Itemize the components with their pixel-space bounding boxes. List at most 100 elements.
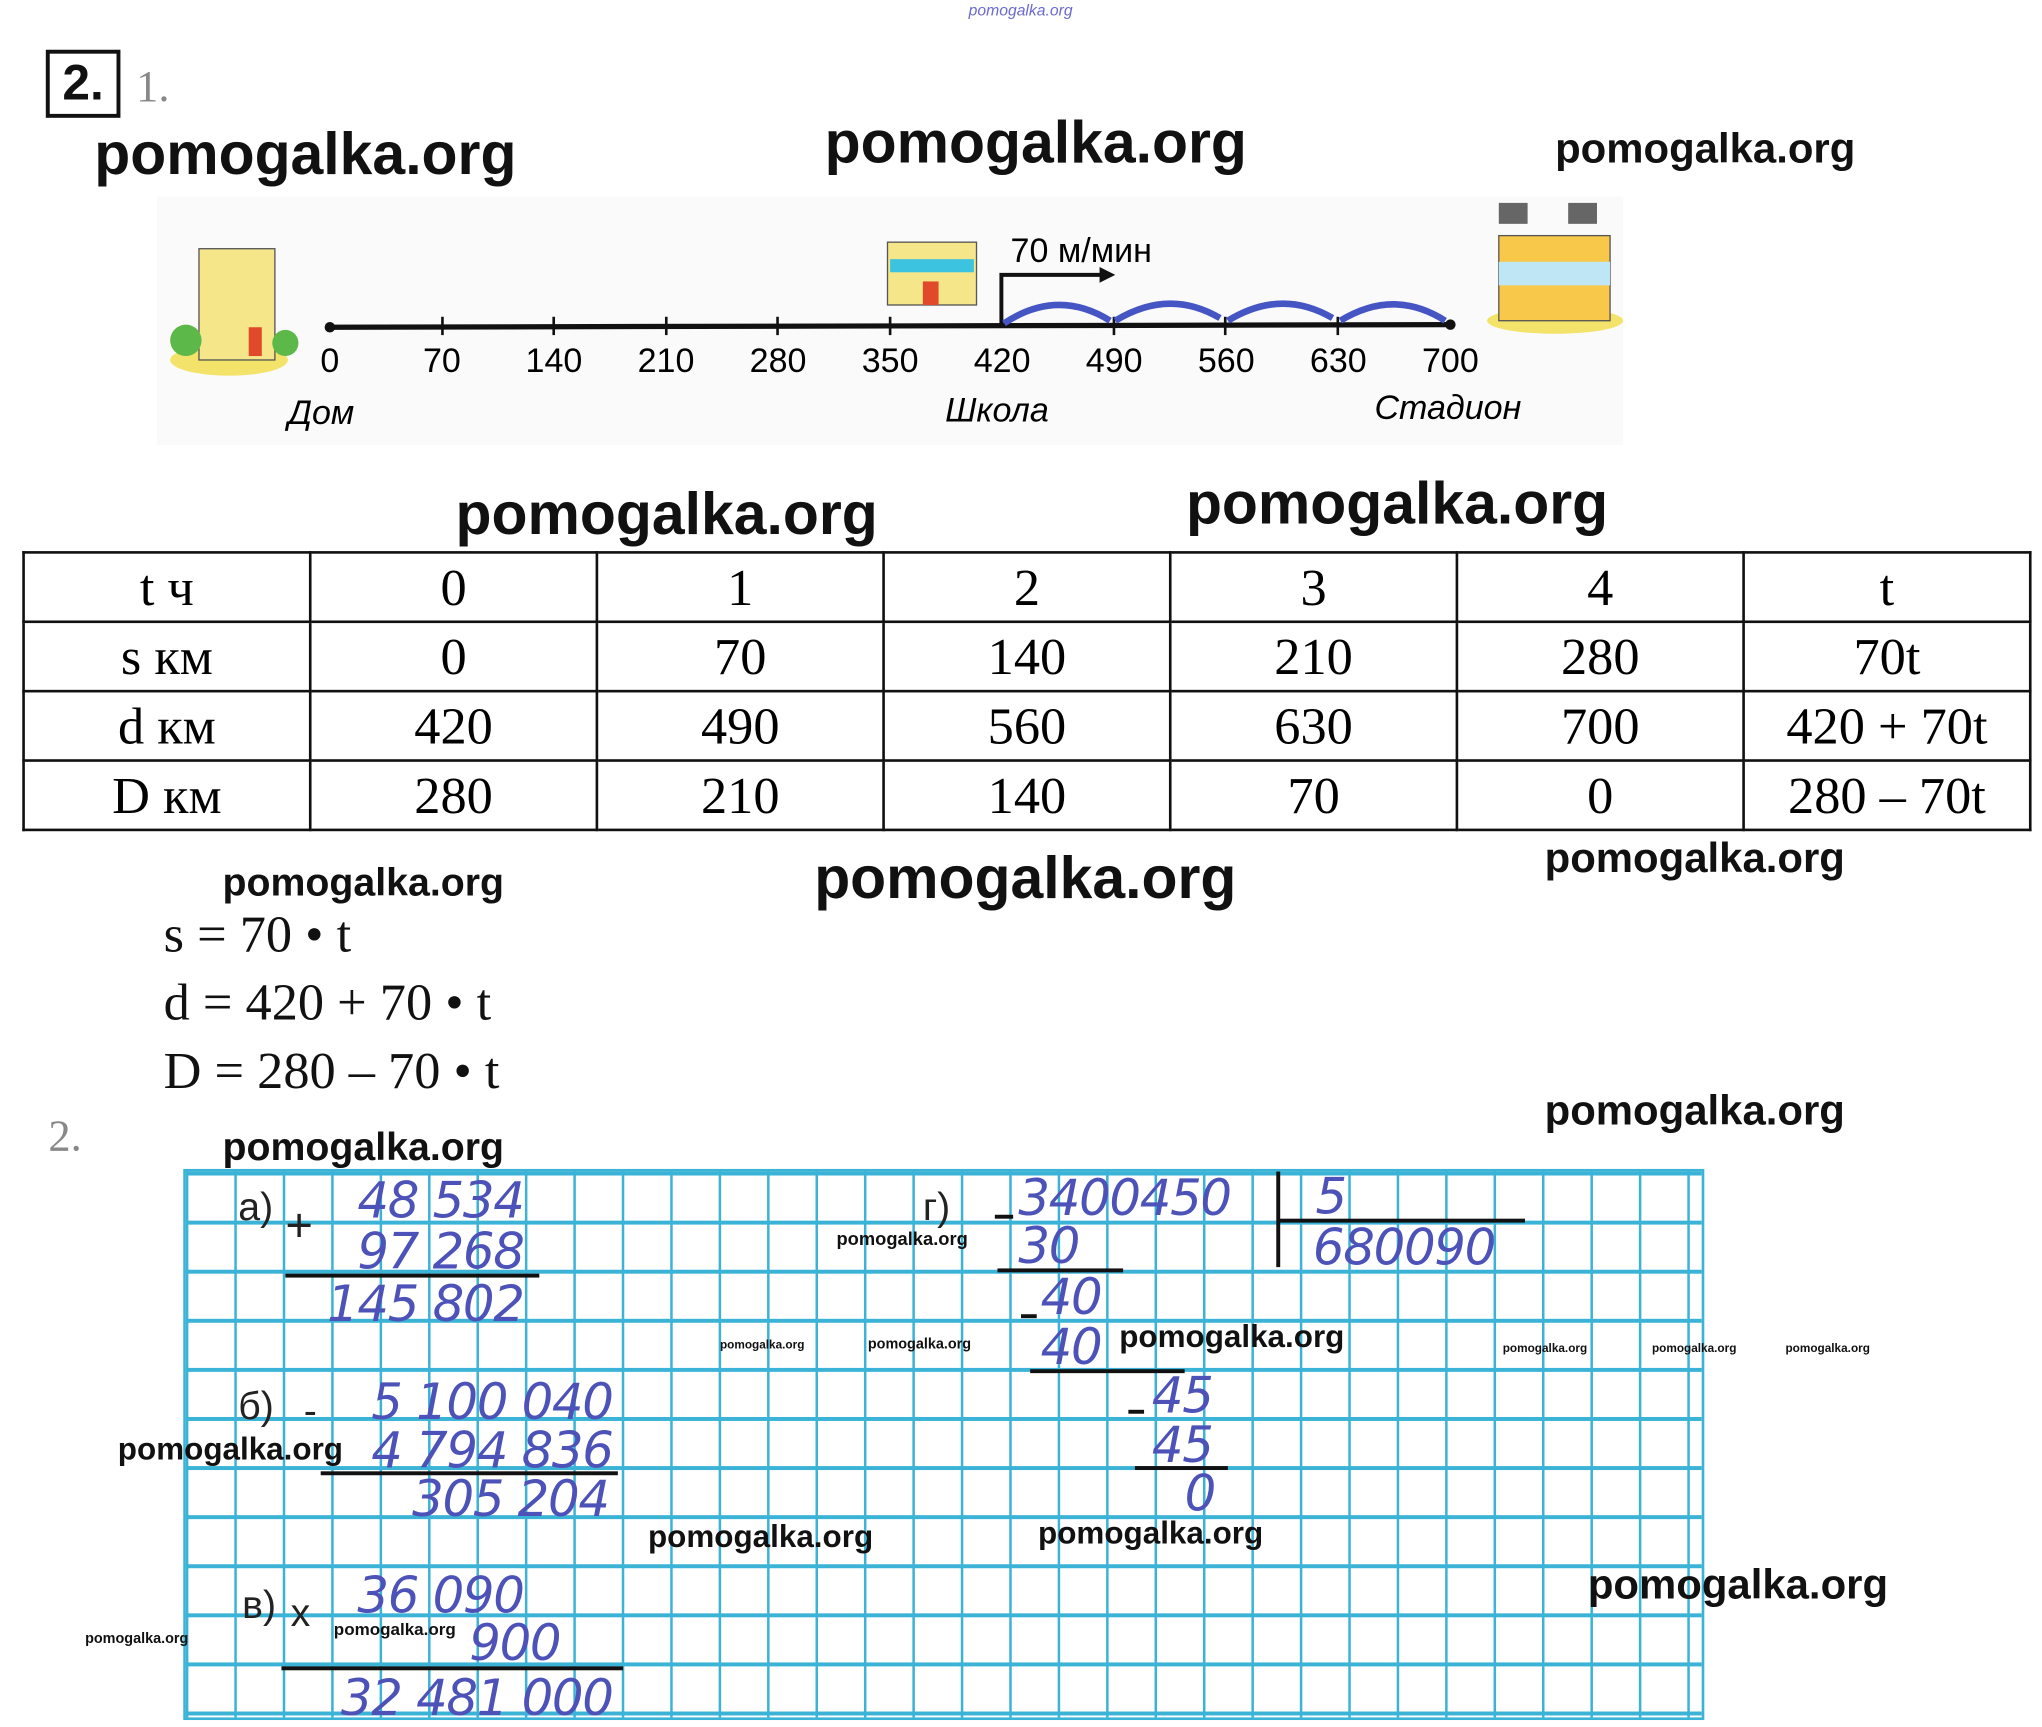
house-icon — [170, 248, 299, 376]
sum: 145 802 — [327, 1274, 525, 1333]
product-rule — [281, 1666, 624, 1671]
table-cell: 0 — [308, 620, 599, 693]
table-cell: 2 — [882, 551, 1172, 624]
table-cell: 420 + 70t — [1742, 689, 2032, 762]
row-header: s км — [22, 620, 312, 693]
dividend: 3400450 — [1018, 1168, 1232, 1227]
watermark: pomogalka.org — [1587, 1560, 1889, 1608]
table-cell: 280 — [1455, 620, 1745, 693]
speed-label: 70 м/мин — [1010, 230, 1152, 270]
step: 30 — [1018, 1217, 1080, 1275]
table-cell: 210 — [1168, 620, 1459, 693]
minus-sign — [1021, 1314, 1037, 1319]
formula-d: d = 420 + 70 • t — [163, 972, 492, 1032]
tick-label: 560 — [1197, 340, 1255, 380]
watermark: pomogalka.org — [968, 1, 1073, 20]
table-cell: 490 — [595, 689, 885, 762]
times-sign: x — [290, 1591, 311, 1635]
watermark: pomogalka.org — [1185, 469, 1609, 537]
step-rule — [1030, 1369, 1185, 1374]
watermark: pomogalka.org — [222, 861, 505, 905]
watermark: pomogalka.org — [455, 480, 878, 548]
table-cell: 630 — [1168, 689, 1459, 762]
watermark: pomogalka.org — [333, 1619, 456, 1639]
watermark: pomogalka.org — [647, 1519, 874, 1556]
tick-label: 630 — [1309, 340, 1367, 380]
table-cell: 140 — [882, 759, 1172, 832]
school-icon — [886, 241, 978, 306]
minus-sign — [1128, 1409, 1145, 1414]
difference-rule — [320, 1471, 618, 1476]
tick-label: 490 — [1085, 340, 1143, 380]
tick-label: 280 — [749, 340, 807, 380]
part2-label: 2. — [48, 1112, 82, 1162]
subtrahend: 4 794 836 — [371, 1421, 614, 1480]
watermark: pomogalka.org — [94, 120, 517, 188]
watermark: pomogalka.org — [117, 1432, 343, 1468]
number-line-figure: 70 м/мин 0 70 140 210 280 350 420 490 560 630 700 … — [157, 196, 1624, 446]
table-row: s км 0 70 140 210 280 70t — [22, 620, 2032, 693]
place-home: Дом — [287, 392, 355, 432]
part1-label: 1. — [136, 62, 170, 112]
label-b: б) — [238, 1384, 274, 1429]
number-line-svg — [170, 202, 1624, 376]
speed-arrow — [999, 267, 1116, 326]
table-cell: 4 — [1455, 551, 1745, 624]
table-cell: 280 – 70t — [1742, 759, 2032, 832]
watermark: pomogalka.org — [824, 108, 1247, 176]
table-row: d км 420 490 560 630 700 420 + 70t — [22, 689, 2032, 762]
tick-label: 140 — [525, 340, 583, 380]
tick-label: 700 — [1421, 340, 1479, 380]
formula-D: D = 280 – 70 • t — [163, 1040, 500, 1100]
watermark: pomogalka.org — [1502, 1341, 1588, 1355]
table-cell: 1 — [595, 551, 885, 624]
tick-label: 0 — [320, 340, 340, 380]
label-a: а) — [238, 1185, 274, 1230]
table-cell: 70 — [595, 620, 885, 693]
place-school: Школа — [945, 390, 1049, 430]
jump-arcs — [1002, 300, 1447, 327]
tick-label: 70 — [422, 340, 461, 380]
table-cell: 420 — [308, 689, 599, 762]
table-cell: 70 — [1168, 759, 1459, 832]
remainder: 0 — [1184, 1464, 1217, 1523]
formula-s: s = 70 • t — [163, 904, 352, 964]
minus-sign — [994, 1214, 1014, 1219]
label-g: г) — [922, 1185, 951, 1230]
task-number: 2. — [45, 49, 121, 118]
tick-label: 350 — [861, 340, 919, 380]
addend-2: 97 268 — [357, 1222, 525, 1281]
divisor: 5 — [1315, 1167, 1348, 1226]
row-header: t ч — [22, 551, 312, 624]
step-rule — [1134, 1466, 1228, 1471]
table-cell: 700 — [1455, 689, 1745, 762]
minus-sign: - — [303, 1390, 317, 1434]
watermark: pomogalka.org — [867, 1336, 972, 1353]
step: 40 — [1040, 1268, 1103, 1327]
label-v: в) — [242, 1583, 277, 1628]
table-cell: 3 — [1168, 551, 1459, 624]
watermark: pomogalka.org — [719, 1337, 805, 1351]
watermark: pomogalka.org — [1544, 1086, 1845, 1134]
watermark: pomogalka.org — [1544, 833, 1845, 881]
watermark: pomogalka.org — [222, 1125, 505, 1169]
table-cell: 0 — [308, 551, 599, 624]
sum-rule — [285, 1273, 540, 1278]
table-row: D км 280 210 140 70 0 280 – 70t — [22, 759, 2032, 832]
step: 45 — [1151, 1416, 1214, 1474]
watermark: pomogalka.org — [1651, 1341, 1737, 1355]
quotient-rule — [1277, 1218, 1525, 1223]
table-cell: 70t — [1742, 620, 2032, 693]
difference: 305 204 — [412, 1470, 610, 1528]
watermark: pomogalka.org — [1555, 124, 1856, 172]
watermark: pomogalka.org — [836, 1227, 968, 1249]
factor-1: 36 090 — [357, 1566, 525, 1625]
stadium-icon — [1487, 202, 1624, 334]
table-cell: 140 — [882, 620, 1172, 693]
watermark: pomogalka.org — [1785, 1341, 1870, 1355]
table-cell: t — [1742, 551, 2032, 624]
tick-label: 420 — [973, 340, 1031, 380]
factor-2: 900 — [469, 1613, 561, 1672]
